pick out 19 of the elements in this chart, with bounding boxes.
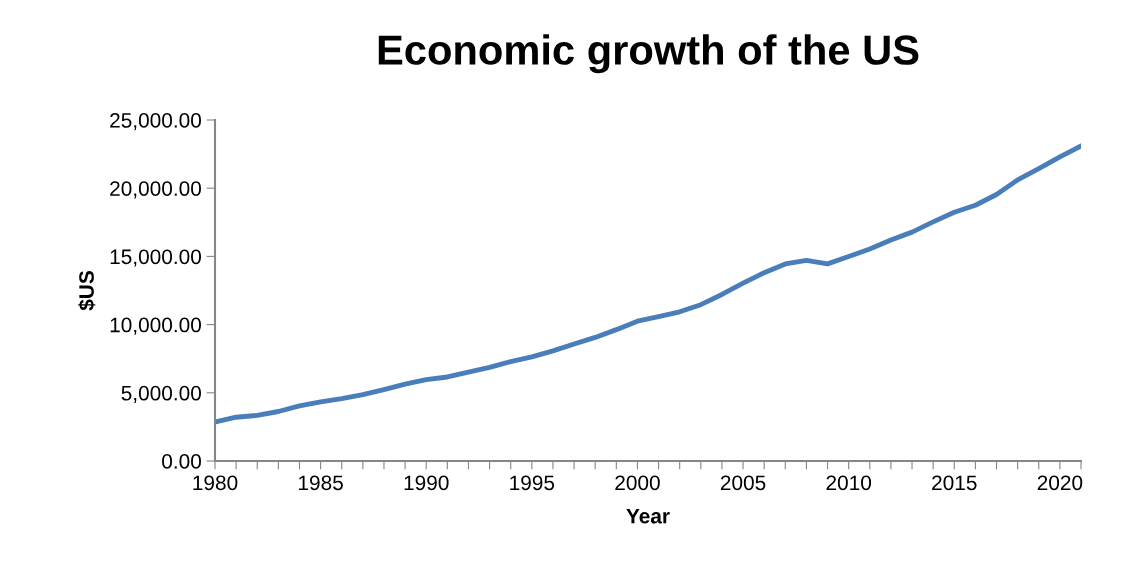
y-axis-title: $US	[78, 271, 96, 311]
y-tick-label: 25,000.00	[110, 113, 201, 131]
x-tick-label: 2020	[1037, 475, 1083, 491]
x-tick-label: 2005	[720, 475, 766, 491]
x-tick-label: 2000	[615, 475, 660, 491]
line-series	[215, 143, 1081, 425]
y-tick-label: 0.00	[162, 454, 201, 469]
x-tick-label: 2015	[932, 475, 977, 491]
x-tick-label: 1990	[404, 475, 449, 491]
x-tick-label: 2010	[826, 475, 872, 491]
y-tick-label: 15,000.00	[110, 249, 201, 267]
x-tick-label: 1995	[510, 475, 555, 491]
x-axis-title: Year	[626, 508, 670, 524]
y-tick-label: 10,000.00	[110, 317, 201, 335]
x-tick-label: 1985	[299, 475, 343, 491]
y-tick-label: 20,000.00	[110, 181, 201, 199]
y-tick-label: 5,000.00	[121, 385, 201, 404]
x-tick-label: 1980	[193, 475, 238, 491]
chart-title: Economic growth of the US	[378, 34, 919, 74]
